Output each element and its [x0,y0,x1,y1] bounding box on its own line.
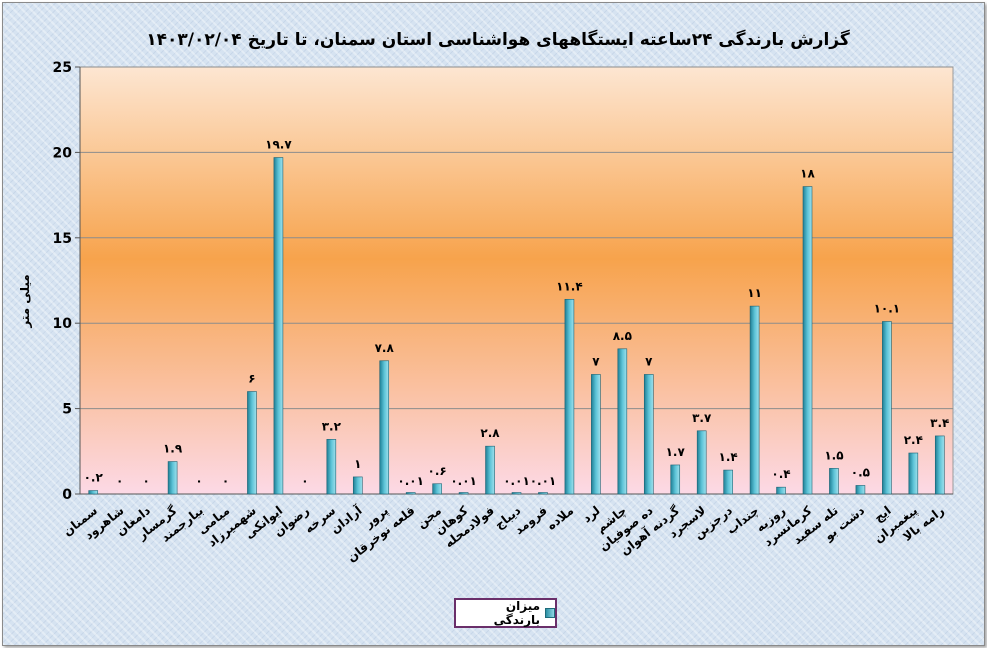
bar [511,492,522,495]
bar [723,469,733,495]
data-label: ۰ [195,474,202,488]
data-label: ۱ [354,457,361,471]
chart-title: گزارش بارندگی ۲۴ساعته ایستگاههای هواشناس… [146,29,850,50]
data-label: ۰.۰۱ [450,474,477,488]
bar [88,490,99,495]
y-tick-label: 25 [53,60,72,76]
data-label: ۰.۴ [771,467,790,481]
bar [855,485,866,495]
data-label: ۷ [592,354,600,368]
data-label: ۷.۸ [375,341,395,355]
bar [776,486,786,495]
data-label: ۸.۵ [613,329,632,343]
y-axis-label: میلی متر [18,274,32,328]
data-label: ۳.۴ [930,416,949,430]
legend: میزان بارندگی [454,598,557,628]
bar [432,483,442,495]
plot-area [79,66,954,495]
bar [247,391,257,495]
x-axis: سمنانشاهروددامغانگرمساربیارجمندمیامیشهمی… [60,502,946,565]
y-tick-label: 5 [62,402,72,418]
bar [908,452,919,495]
bar [802,186,813,495]
bar [670,464,681,495]
y-tick-label: 20 [53,145,73,161]
bar [379,360,390,495]
data-label: ۷ [645,354,653,368]
data-label: ۰.۵ [851,465,870,479]
data-label: ۱.۷ [666,445,686,459]
bar [458,492,469,495]
data-label: ۲.۴ [904,433,923,447]
data-label: ۰.۰۱ [503,474,530,488]
bar [485,445,495,495]
bar [538,492,548,495]
data-label: ۳.۲ [322,419,342,433]
data-label: ۰.۰۱ [530,474,557,488]
data-label: ۰.۲ [84,471,104,485]
x-tick-label: ملاده [544,503,576,532]
bar [564,298,575,495]
bar [405,492,416,495]
bar [167,461,178,495]
y-tick-label: 10 [53,316,73,332]
bar [643,374,654,495]
data-labels: ۰.۲ ۰ ۰۱.۹۰ ۰۶۱۹.۷۰۳.۲۱۷.۸۰.۰۱۰.۶۰.۰۱۲.۸۰.۰… [84,138,950,488]
rainfall-chart: گزارش بارندگی ۲۴ساعته ایستگاههای هواشناس… [18,29,954,565]
y-tick-label: 15 [53,231,72,247]
data-label: ۳.۷ [692,411,712,425]
x-tick-label: آرادان [327,502,365,536]
data-label: ۱۰.۱ [874,301,901,315]
data-label: ۱۱.۴ [556,279,583,293]
bars [88,157,945,495]
data-label: ۱۹.۷ [265,138,292,152]
bar [326,439,337,495]
bar [882,321,892,495]
legend-label: میزان بارندگی [493,599,541,627]
bar [829,468,839,495]
data-label: ۶ [248,372,255,386]
data-label: ۰ [116,474,123,488]
bar [749,305,760,495]
bar [273,157,284,495]
data-label: ۰ [222,474,229,488]
y-tick-label: 0 [62,487,72,503]
bar [617,348,628,495]
data-label: ۱.۵ [824,448,843,462]
data-label: ۰ [142,474,149,488]
bar [696,430,707,495]
bar [352,476,363,495]
data-label: ۰.۶ [428,464,447,478]
data-label: ۱.۹ [163,442,183,456]
data-label: ۱.۴ [719,450,738,464]
data-label: ۰ [301,474,308,488]
data-label: ۲.۸ [480,426,500,440]
legend-swatch [545,608,555,618]
bar [934,435,945,495]
data-label: ۰.۰۱ [397,474,424,488]
data-label: ۱۱ [747,286,762,300]
data-label: ۱۸ [800,167,815,181]
bar [591,374,601,495]
